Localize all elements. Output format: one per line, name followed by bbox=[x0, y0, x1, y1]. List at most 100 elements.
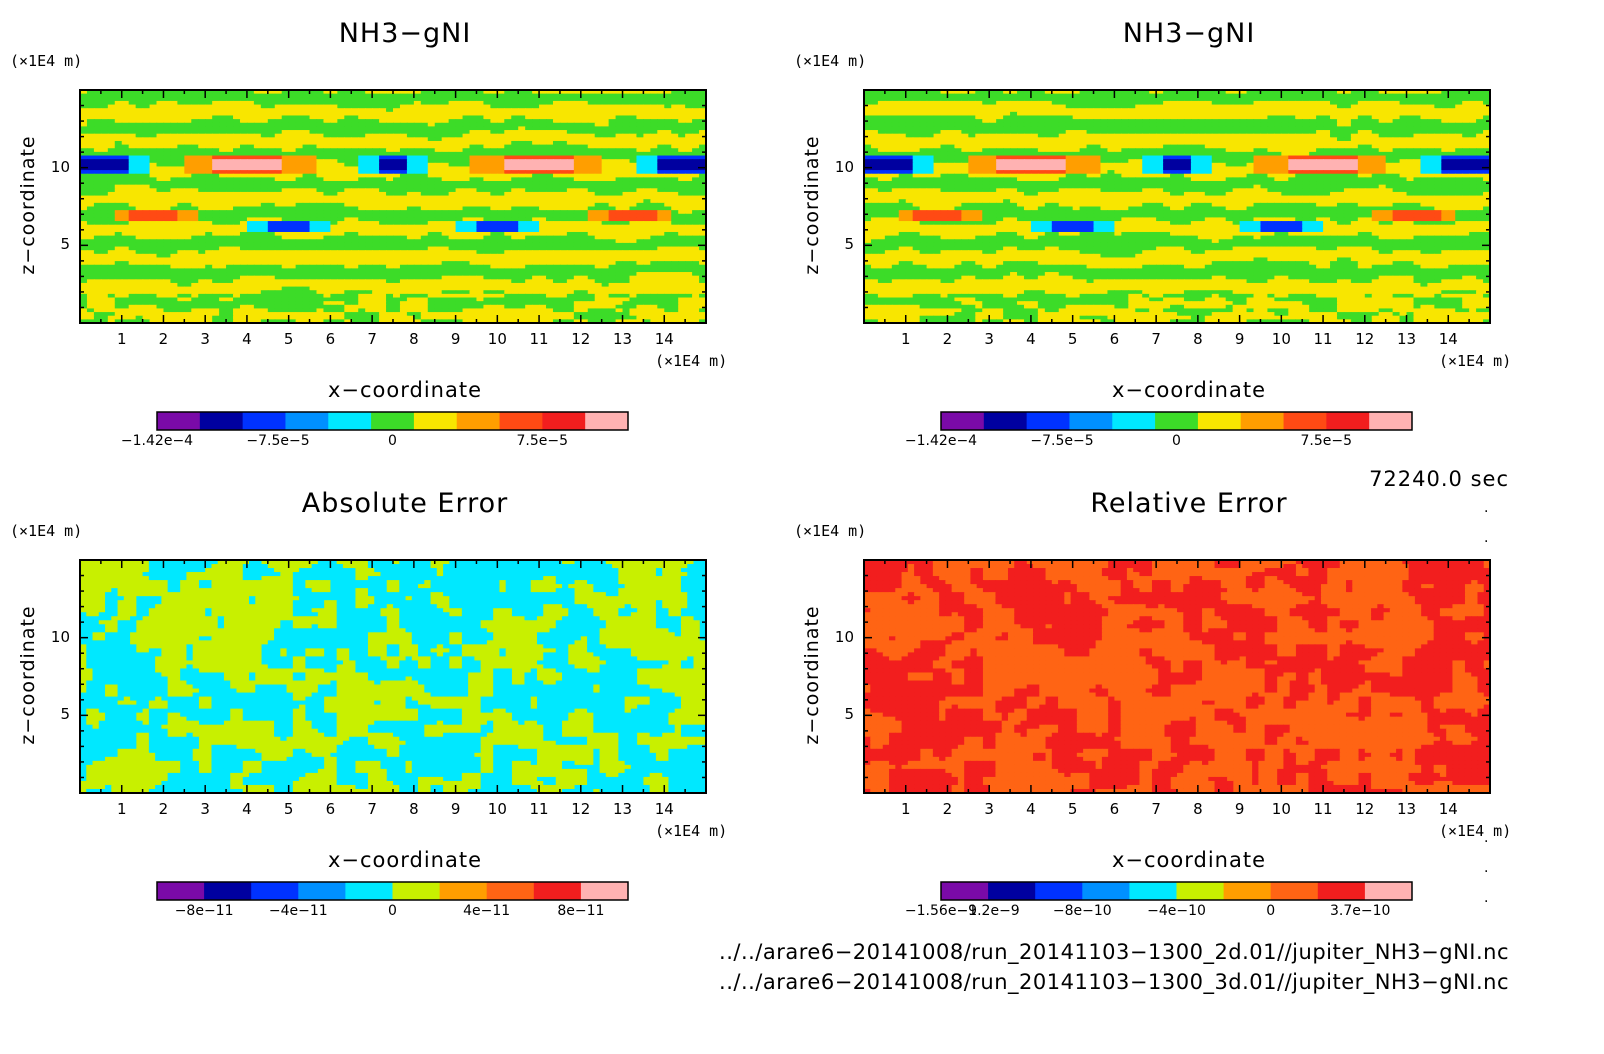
heatmap-cell bbox=[142, 286, 151, 291]
heatmap-cell bbox=[685, 199, 693, 204]
heatmap-cell bbox=[295, 126, 304, 131]
heatmap-cell bbox=[184, 90, 192, 95]
heatmap-cell bbox=[594, 210, 603, 215]
heatmap-cell bbox=[601, 108, 610, 113]
heatmap-cell bbox=[233, 195, 241, 200]
heatmap-cell bbox=[476, 162, 485, 168]
heatmap-cell bbox=[678, 195, 686, 200]
heatmap-cell bbox=[170, 148, 178, 153]
heatmap-cell bbox=[622, 151, 631, 157]
heatmap-cell bbox=[580, 97, 589, 102]
heatmap-cell bbox=[664, 221, 672, 226]
heatmap-cell bbox=[692, 126, 700, 131]
heatmap-cell bbox=[316, 155, 325, 160]
heatmap-cell bbox=[239, 202, 248, 208]
heatmap-cell bbox=[337, 228, 345, 233]
heatmap-cell bbox=[281, 217, 290, 222]
heatmap-cell bbox=[351, 275, 359, 280]
heatmap-cell bbox=[483, 268, 491, 273]
heatmap-cell bbox=[267, 130, 276, 135]
heatmap-cell bbox=[156, 250, 165, 255]
heatmap-cell bbox=[497, 239, 505, 244]
heatmap-cell bbox=[476, 286, 485, 291]
heatmap-cell bbox=[434, 170, 443, 175]
heatmap-cell bbox=[539, 224, 547, 229]
heatmap-cell bbox=[448, 130, 457, 135]
heatmap-cell bbox=[546, 195, 554, 200]
heatmap-cell bbox=[386, 162, 394, 168]
heatmap-cell bbox=[657, 148, 665, 153]
heatmap-cell bbox=[121, 253, 130, 259]
heatmap-cell bbox=[455, 242, 464, 248]
heatmap-cell bbox=[344, 228, 352, 233]
heatmap-cell bbox=[601, 264, 610, 269]
heatmap-cell bbox=[671, 275, 679, 280]
heatmap-cell bbox=[580, 253, 589, 259]
heatmap-cell bbox=[198, 151, 206, 157]
heatmap-cell bbox=[573, 272, 582, 277]
heatmap-cell bbox=[671, 155, 679, 160]
heatmap-field bbox=[80, 90, 707, 324]
heatmap-cell bbox=[448, 261, 457, 266]
heatmap-cell bbox=[413, 235, 422, 240]
heatmap-cell bbox=[323, 275, 331, 280]
heatmap-cell bbox=[330, 181, 338, 186]
heatmap-cell bbox=[608, 272, 617, 277]
heatmap-cell bbox=[86, 195, 95, 200]
heatmap-cell bbox=[441, 100, 450, 106]
heatmap-cell bbox=[566, 133, 575, 138]
heatmap-cell bbox=[163, 242, 172, 248]
heatmap-cell bbox=[434, 242, 443, 248]
heatmap-cell bbox=[441, 166, 450, 171]
heatmap-cell bbox=[504, 119, 512, 124]
heatmap-cell bbox=[420, 97, 429, 102]
heatmap-cell bbox=[441, 97, 450, 102]
heatmap-cell bbox=[518, 272, 526, 277]
heatmap-cell bbox=[420, 111, 429, 117]
heatmap-cell bbox=[260, 170, 269, 175]
heatmap-cell bbox=[107, 257, 116, 262]
heatmap-cell bbox=[532, 100, 540, 106]
heatmap-cell bbox=[601, 261, 610, 266]
heatmap-cell bbox=[274, 250, 283, 255]
heatmap-cell bbox=[309, 155, 318, 160]
heatmap-cell bbox=[448, 133, 457, 138]
heatmap-cell bbox=[184, 137, 192, 142]
heatmap-cell bbox=[260, 242, 269, 248]
heatmap-cell bbox=[239, 155, 248, 160]
heatmap-cell bbox=[532, 239, 540, 244]
heatmap-cell bbox=[226, 246, 234, 251]
heatmap-cell bbox=[253, 261, 262, 266]
heatmap-cell bbox=[587, 184, 596, 189]
heatmap-cell bbox=[601, 268, 610, 273]
heatmap-cell bbox=[692, 221, 700, 226]
heatmap-cell bbox=[246, 140, 255, 146]
heatmap-cell bbox=[518, 144, 526, 149]
heatmap-cell bbox=[226, 108, 234, 113]
heatmap-cell bbox=[121, 242, 130, 248]
heatmap-cell bbox=[497, 279, 505, 284]
heatmap-cell bbox=[587, 282, 596, 288]
heatmap-cell bbox=[393, 275, 401, 280]
heatmap-cell bbox=[490, 159, 498, 164]
heatmap-cell bbox=[490, 224, 498, 229]
heatmap-cell bbox=[525, 282, 533, 288]
heatmap-cell bbox=[518, 268, 526, 273]
heatmap-cell bbox=[504, 93, 512, 98]
heatmap-cell bbox=[156, 155, 165, 160]
heatmap-cell bbox=[226, 151, 234, 157]
heatmap-cell bbox=[198, 235, 206, 240]
heatmap-cell bbox=[532, 181, 540, 186]
heatmap-cell bbox=[344, 224, 352, 229]
heatmap-cell bbox=[532, 250, 540, 255]
heatmap-cell bbox=[386, 119, 394, 124]
heatmap-cell bbox=[434, 268, 443, 273]
heatmap-cell bbox=[685, 111, 693, 117]
heatmap-cell bbox=[399, 239, 408, 244]
heatmap-cell bbox=[142, 100, 151, 106]
heatmap-cell bbox=[441, 181, 450, 186]
heatmap-cell bbox=[135, 133, 144, 138]
heatmap-cell bbox=[239, 261, 248, 266]
heatmap-cell bbox=[685, 166, 693, 171]
heatmap-cell bbox=[566, 126, 575, 131]
